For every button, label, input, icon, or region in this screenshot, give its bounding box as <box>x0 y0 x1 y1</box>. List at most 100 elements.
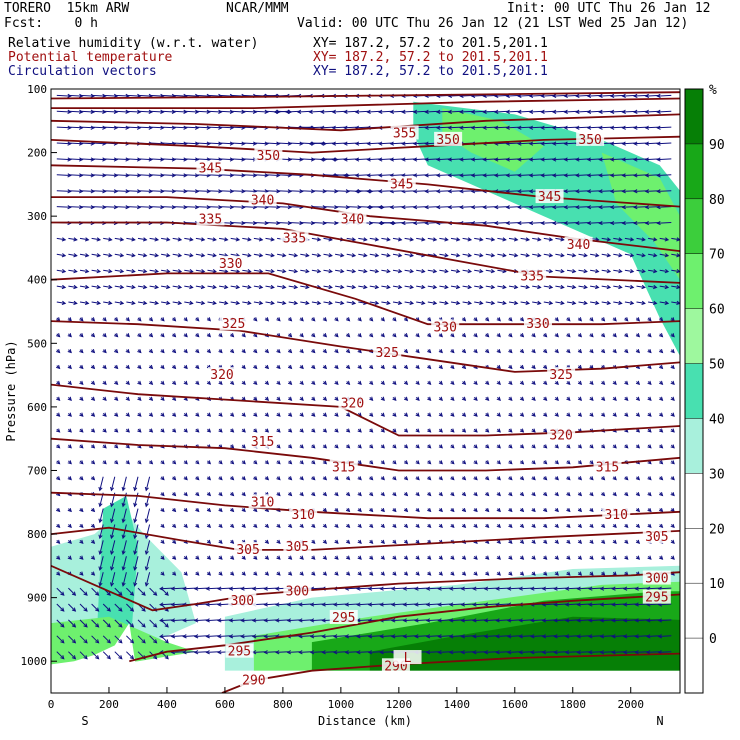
vector-arrowhead <box>659 555 664 560</box>
vector-arrowhead <box>389 141 395 146</box>
vector-arrowhead <box>334 348 339 354</box>
vector-arrowhead <box>133 518 138 524</box>
vector-arrow <box>346 237 356 241</box>
vector-arrowhead <box>598 109 603 114</box>
vector-arrowhead <box>444 253 449 258</box>
vector-arrowhead <box>369 492 374 497</box>
vector-arrowhead <box>131 253 136 258</box>
theta-label: 350 <box>257 149 280 164</box>
vector-arrow <box>126 158 141 161</box>
vector-arrow <box>91 301 101 304</box>
theta-contour-355 <box>51 113 680 132</box>
vector-arrowhead <box>170 602 176 607</box>
vector-arrow <box>542 603 556 606</box>
theta-label: 330 <box>219 257 242 272</box>
vector-arrowhead <box>601 317 606 322</box>
vector-arrowhead <box>621 220 626 226</box>
vector-arrowhead <box>230 428 235 433</box>
vector-arrowhead <box>496 444 501 449</box>
vector-arrowhead <box>537 253 542 258</box>
vector-arrow <box>345 635 359 637</box>
vector-arrowhead <box>129 607 135 612</box>
vector-arrow <box>636 237 645 241</box>
vector-arrowhead <box>322 412 328 417</box>
vector-arrow <box>335 253 344 257</box>
vector-arrowhead <box>435 109 441 114</box>
vector-arrowhead <box>635 523 641 529</box>
vector-arrowhead <box>253 523 258 529</box>
vector-arrowhead <box>264 555 270 560</box>
vector-arrowhead <box>218 523 223 529</box>
vector-arrowhead <box>461 492 467 497</box>
vector-arrowhead <box>647 507 652 513</box>
vector-arrow <box>172 158 187 161</box>
vector-arrowhead <box>264 523 270 529</box>
vector-arrowhead <box>67 412 72 417</box>
vector-arrow <box>590 269 599 273</box>
y-tick-label: 500 <box>27 337 47 350</box>
vector-arrowhead <box>653 300 658 305</box>
theta-label: 305 <box>286 540 309 555</box>
vector-arrow <box>647 587 660 590</box>
vector-arrowhead <box>531 555 536 560</box>
colorbar-segment <box>685 253 703 309</box>
colorbar-label: 50 <box>709 358 725 373</box>
vector-arrowhead <box>142 269 148 274</box>
vector-arrow <box>369 301 379 304</box>
vector-arrowhead <box>206 507 212 513</box>
vector-arrow <box>277 142 292 145</box>
vector-arrow <box>218 619 231 622</box>
vector-arrowhead <box>525 300 531 305</box>
vector-arrow <box>126 126 141 129</box>
vector-arrowhead <box>571 300 577 305</box>
vector-arrowhead <box>136 125 142 130</box>
field-name-rh: Relative humidity (w.r.t. water) <box>8 36 259 51</box>
x-axis: 0 200 400 600 800 1000 1200 1400 1600 1800 2000 <box>48 687 644 711</box>
vector-arrowhead <box>635 317 641 322</box>
vector-arrowhead <box>496 492 501 497</box>
vector-arrowhead <box>67 189 72 194</box>
vector-arrowhead <box>517 173 522 178</box>
vector-arrowhead <box>653 253 658 258</box>
vector-arrowhead <box>183 109 188 114</box>
vector-arrowhead <box>131 269 136 274</box>
vector-arrowhead <box>56 507 61 513</box>
vector-arrow <box>496 587 510 590</box>
vector-arrow <box>56 174 71 176</box>
vector-arrow <box>218 635 231 637</box>
vector-arrowhead <box>621 189 626 194</box>
vector-arrowhead <box>264 348 270 354</box>
vector-arrowhead <box>460 634 466 639</box>
vector-arrowhead <box>108 253 113 258</box>
vector-arrowhead <box>647 364 652 370</box>
vector-arrowhead <box>194 189 200 194</box>
vector-arrowhead <box>137 348 142 354</box>
vector-arrow <box>357 635 370 637</box>
vector-arrow <box>555 285 564 288</box>
vector-arrowhead <box>380 364 385 370</box>
vector-arrow <box>335 190 350 192</box>
vector-arrowhead <box>195 333 200 338</box>
vector-arrowhead <box>505 157 510 162</box>
vector-arrow <box>230 269 240 273</box>
vector-arrowhead <box>490 269 496 274</box>
vector-arrowhead <box>270 269 275 274</box>
vector-arrow <box>415 603 428 606</box>
vector-arrowhead <box>369 476 374 481</box>
vector-arrow <box>126 269 135 273</box>
vector-arrow <box>485 301 495 304</box>
vector-arrowhead <box>205 634 210 639</box>
vector-arrow <box>229 587 243 590</box>
vector-arrowhead <box>601 396 606 401</box>
vector-arrowhead <box>438 507 443 513</box>
vector-arrowhead <box>218 492 223 497</box>
vector-arrowhead <box>218 109 223 114</box>
vector-arrow <box>265 301 274 304</box>
theta-contour-345 <box>51 164 680 208</box>
vector-arrowhead <box>519 348 525 354</box>
vector-arrowhead <box>595 269 600 274</box>
vector-arrowhead <box>659 507 664 513</box>
vector-arrowhead <box>230 444 235 449</box>
vector-arrowhead <box>114 444 119 449</box>
